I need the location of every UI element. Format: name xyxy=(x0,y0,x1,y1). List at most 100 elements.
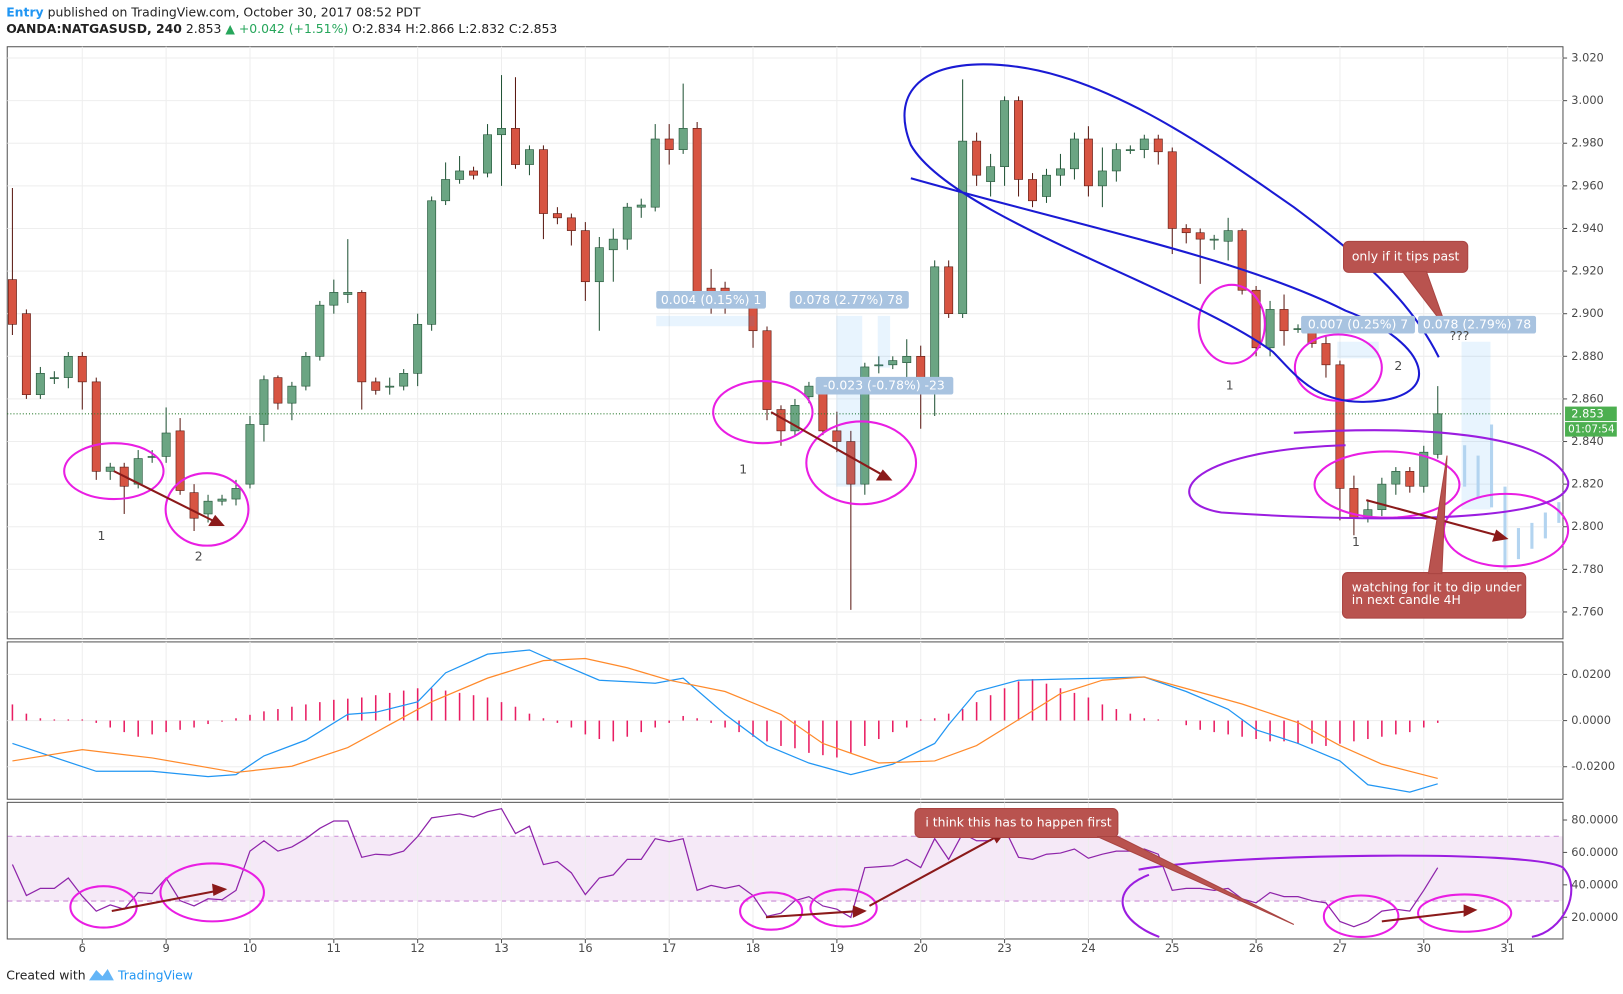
measure-area xyxy=(877,315,891,368)
candle-body xyxy=(860,366,870,485)
series-line xyxy=(11,807,1439,928)
measure-text: 0.078 (2.79%) 78 xyxy=(1423,317,1531,332)
countdown-label: 01:07:54 xyxy=(1568,423,1614,435)
x-tick-label: 19 xyxy=(830,941,844,955)
panel-frame xyxy=(6,801,1564,940)
circles xyxy=(63,283,1570,938)
candle-body xyxy=(315,304,325,357)
candle-body xyxy=(133,458,143,485)
x-tick-label: 12 xyxy=(410,941,424,955)
candle-body xyxy=(329,292,339,306)
callout-text: only if it tips past xyxy=(1352,248,1460,263)
candle-body xyxy=(525,149,534,165)
candle-body xyxy=(105,466,115,472)
candle-body xyxy=(552,213,562,219)
y-tick-label: 2.840 xyxy=(1571,434,1604,448)
last-price-box xyxy=(1565,406,1617,422)
y-tick-label: 3.020 xyxy=(1571,51,1604,65)
candle-body xyxy=(91,381,101,472)
candle-body xyxy=(846,441,856,485)
candle-body xyxy=(511,128,520,165)
y-tick-label: 2.780 xyxy=(1571,562,1604,576)
candle-body xyxy=(1433,413,1443,455)
candle-body xyxy=(483,134,492,174)
candle-body xyxy=(790,404,800,432)
candle-body xyxy=(1014,100,1023,180)
candle-body xyxy=(469,170,479,176)
candle-body xyxy=(1195,232,1205,240)
candle-body xyxy=(49,377,59,379)
candle-body xyxy=(1167,151,1177,229)
candle-body xyxy=(1153,138,1163,153)
candle-body xyxy=(7,279,17,325)
blue-loop xyxy=(903,63,1440,403)
x-tick-label: 24 xyxy=(1081,941,1095,955)
candle-body xyxy=(972,140,982,176)
candle-body xyxy=(1293,328,1303,330)
callout-text: in next candle 4H xyxy=(1352,592,1461,607)
candle-body xyxy=(497,128,506,136)
footer-brand[interactable]: TradingView xyxy=(117,968,193,983)
candle-body xyxy=(1265,309,1275,349)
drawings: only if it tips past watching for it to … xyxy=(63,63,1573,938)
candle-body xyxy=(1209,238,1219,241)
footer-text: Created with xyxy=(6,968,85,983)
x-tick-label: 18 xyxy=(746,941,760,955)
panel-frame xyxy=(6,46,1564,640)
measure-area xyxy=(1461,341,1491,510)
callout-text: watching for it to dip under xyxy=(1352,580,1522,595)
candle-body xyxy=(832,430,842,442)
candle-body xyxy=(161,432,171,457)
candle-body xyxy=(664,138,674,150)
x-tick-label: 16 xyxy=(578,941,592,955)
candle-body xyxy=(804,385,814,398)
callout-text: i think this has to happen first xyxy=(925,815,1111,830)
candle-body xyxy=(580,230,590,283)
candle-body xyxy=(1097,170,1107,187)
y-tick-label: 2.820 xyxy=(1571,477,1604,491)
y-tick-label: 2.760 xyxy=(1571,604,1604,618)
candle-body xyxy=(301,355,311,387)
measure-text: 0.007 (0.25%) 7 xyxy=(1308,317,1408,332)
candle-body xyxy=(1083,138,1093,187)
y-tick-label: 80.0000 xyxy=(1571,813,1618,827)
candle-body xyxy=(1335,364,1345,489)
logo xyxy=(89,968,114,981)
candle-body xyxy=(203,500,213,515)
candle-body xyxy=(77,355,87,383)
author[interactable]: Entry xyxy=(6,4,43,19)
x-tick-label: 20 xyxy=(913,941,927,955)
candle-body xyxy=(343,292,353,295)
candle-body xyxy=(958,140,968,315)
candle-body xyxy=(930,266,940,387)
projection-bars xyxy=(1463,424,1561,570)
y-tick-label: 2.860 xyxy=(1571,391,1604,405)
candle-body xyxy=(357,292,367,383)
measure-area xyxy=(1337,341,1379,359)
measure-area xyxy=(836,315,863,487)
candle-body xyxy=(1321,343,1331,366)
candle-body xyxy=(413,324,423,374)
candle-body xyxy=(888,360,898,366)
x-tick-label: 26 xyxy=(1249,941,1263,955)
candle-body xyxy=(455,170,465,180)
y-tick-label: 0.0200 xyxy=(1571,667,1611,681)
candle-body xyxy=(594,247,604,283)
plot-area: 3.020 3.000 2.980 2.960 2.940 2.920 2.900 2.880… xyxy=(6,46,1618,955)
wave-label: 1 xyxy=(1352,534,1360,549)
y-tick-label: -0.0200 xyxy=(1571,759,1615,773)
change: ▲ +0.042 (+1.51%) xyxy=(225,21,348,36)
candle-body xyxy=(692,128,702,297)
candle-body xyxy=(1419,451,1429,487)
candle-body xyxy=(273,377,283,404)
candle-body xyxy=(385,385,395,388)
candle-body xyxy=(1125,149,1135,151)
x-tick-label: 31 xyxy=(1500,941,1514,955)
wave-label: ??? xyxy=(1450,328,1470,343)
symbol: OANDA:NATGASUSD, 240 xyxy=(6,21,182,36)
y-tick-label: 2.920 xyxy=(1571,264,1604,278)
y-tick-label: 2.960 xyxy=(1571,178,1604,192)
x-tick-label: 6 xyxy=(79,941,86,955)
x-tick-label: 25 xyxy=(1165,941,1179,955)
purple-loops xyxy=(1121,429,1573,938)
